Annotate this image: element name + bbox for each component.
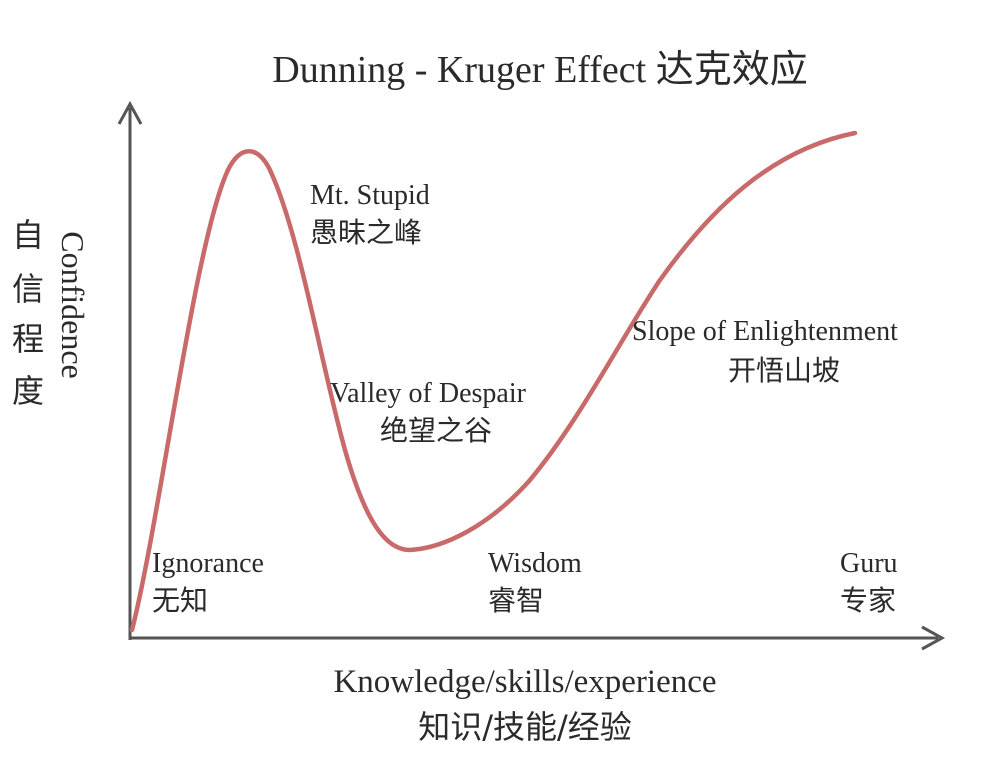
y-axis-label-en: Confidence xyxy=(55,231,91,379)
x-axis-label-zh: 知识/技能/经验 xyxy=(418,708,632,746)
mt-stupid-label-en: Mt. Stupid xyxy=(310,180,430,211)
annotation-mt-stupid: Mt. Stupid 愚昧之峰 xyxy=(310,180,430,249)
x-axis-label-en: Knowledge/skills/experience xyxy=(333,664,716,700)
stage-guru: Guru 专家 xyxy=(840,548,898,617)
ignorance-label-en: Ignorance xyxy=(152,548,264,579)
y-axis-label-zh: 自 信 程 度 xyxy=(12,216,44,410)
axes xyxy=(117,100,946,651)
y-axis-arrow xyxy=(117,100,143,125)
guru-label-zh: 专家 xyxy=(840,584,896,617)
x-axis-arrow xyxy=(921,625,946,651)
valley-label-zh: 绝望之谷 xyxy=(380,414,492,447)
confidence-curve xyxy=(129,130,858,633)
slope-label-zh: 开悟山坡 xyxy=(728,354,840,387)
wisdom-label-zh: 睿智 xyxy=(488,584,544,617)
wisdom-label-en: Wisdom xyxy=(488,548,582,579)
y-label-zh-char-3: 程 xyxy=(12,320,44,358)
stage-ignorance: Ignorance 无知 xyxy=(152,548,264,617)
y-label-zh-char-4: 度 xyxy=(12,372,44,410)
annotation-slope: Slope of Enlightenment 开悟山坡 xyxy=(632,316,898,387)
annotation-valley: Valley of Despair 绝望之谷 xyxy=(330,378,527,447)
mt-stupid-label-zh: 愚昧之峰 xyxy=(310,216,422,249)
stage-wisdom: Wisdom 睿智 xyxy=(488,548,582,617)
guru-label-en: Guru xyxy=(840,548,898,579)
valley-label-en: Valley of Despair xyxy=(330,378,527,409)
slope-label-en: Slope of Enlightenment xyxy=(632,316,898,347)
ignorance-label-zh: 无知 xyxy=(152,584,208,617)
diagram-title: Dunning - Kruger Effect 达克效应 xyxy=(272,49,807,91)
y-label-zh-char-1: 自 xyxy=(12,216,44,254)
y-label-zh-char-2: 信 xyxy=(12,270,44,308)
